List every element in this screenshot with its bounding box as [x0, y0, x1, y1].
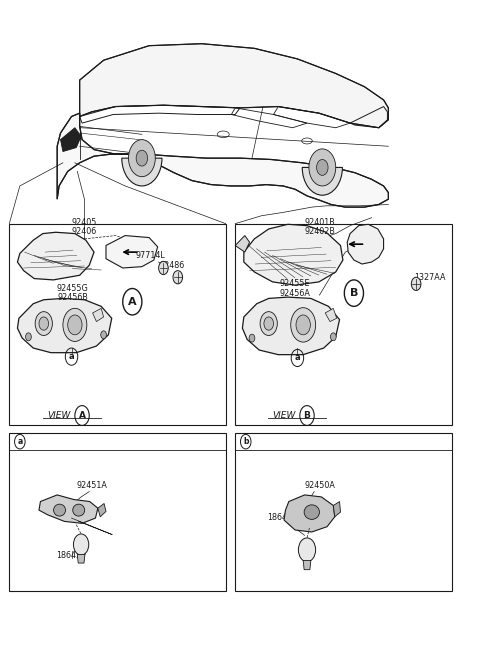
Polygon shape: [17, 232, 94, 280]
Text: 97714L: 97714L: [135, 251, 165, 260]
Circle shape: [158, 261, 168, 274]
Circle shape: [249, 334, 255, 342]
Polygon shape: [39, 495, 98, 523]
Text: 18643P: 18643P: [57, 551, 86, 560]
Circle shape: [317, 160, 328, 175]
Text: A: A: [128, 297, 137, 307]
Bar: [9, 223, 226, 426]
Circle shape: [39, 317, 48, 330]
Bar: [9, 434, 226, 591]
Text: a: a: [295, 353, 300, 363]
Circle shape: [296, 315, 311, 335]
Text: VIEW: VIEW: [273, 411, 296, 420]
Text: 92405: 92405: [72, 218, 97, 227]
Bar: [235, 223, 452, 426]
Text: 18642G: 18642G: [267, 513, 299, 522]
Polygon shape: [77, 554, 85, 563]
Circle shape: [63, 308, 87, 341]
Polygon shape: [242, 297, 339, 355]
Polygon shape: [284, 495, 335, 532]
Text: 92455E: 92455E: [279, 280, 310, 288]
Bar: [235, 434, 452, 591]
Circle shape: [73, 534, 89, 555]
Polygon shape: [17, 298, 112, 353]
Polygon shape: [60, 128, 81, 152]
Text: 92456A: 92456A: [279, 289, 310, 298]
Circle shape: [299, 538, 316, 562]
Circle shape: [173, 271, 182, 284]
Text: 92455G: 92455G: [57, 284, 88, 293]
Circle shape: [330, 333, 336, 341]
Polygon shape: [98, 503, 106, 516]
Polygon shape: [244, 224, 343, 285]
Text: 92451A: 92451A: [76, 481, 107, 490]
Circle shape: [260, 312, 277, 335]
Wedge shape: [122, 158, 162, 186]
Ellipse shape: [73, 504, 84, 516]
Text: b: b: [243, 437, 249, 446]
Text: B: B: [350, 288, 358, 298]
Text: 1327AA: 1327AA: [414, 273, 445, 282]
Polygon shape: [333, 501, 340, 516]
Circle shape: [309, 149, 336, 186]
Polygon shape: [347, 224, 384, 264]
Text: 92406: 92406: [72, 227, 97, 236]
Ellipse shape: [304, 505, 320, 519]
Circle shape: [129, 140, 156, 176]
Ellipse shape: [54, 504, 66, 516]
Text: 92401B: 92401B: [304, 218, 335, 227]
Polygon shape: [106, 235, 157, 268]
Circle shape: [101, 331, 107, 339]
Polygon shape: [80, 44, 388, 128]
Text: 92486: 92486: [159, 261, 185, 270]
Text: a: a: [69, 352, 74, 361]
Polygon shape: [303, 560, 311, 570]
Circle shape: [136, 151, 148, 166]
Text: A: A: [79, 411, 85, 420]
Text: 92456B: 92456B: [57, 294, 88, 302]
Circle shape: [264, 317, 274, 330]
Circle shape: [68, 315, 82, 335]
Circle shape: [291, 308, 316, 342]
Text: VIEW: VIEW: [48, 411, 71, 420]
Text: 92402B: 92402B: [304, 227, 335, 236]
Text: 92450A: 92450A: [305, 481, 336, 490]
Text: a: a: [17, 437, 23, 446]
Text: B: B: [303, 411, 311, 420]
Circle shape: [35, 312, 52, 335]
Circle shape: [25, 333, 31, 341]
Polygon shape: [235, 235, 250, 252]
Circle shape: [411, 277, 421, 290]
Polygon shape: [57, 113, 388, 207]
Wedge shape: [302, 168, 342, 195]
Polygon shape: [325, 308, 336, 322]
Polygon shape: [93, 308, 104, 322]
